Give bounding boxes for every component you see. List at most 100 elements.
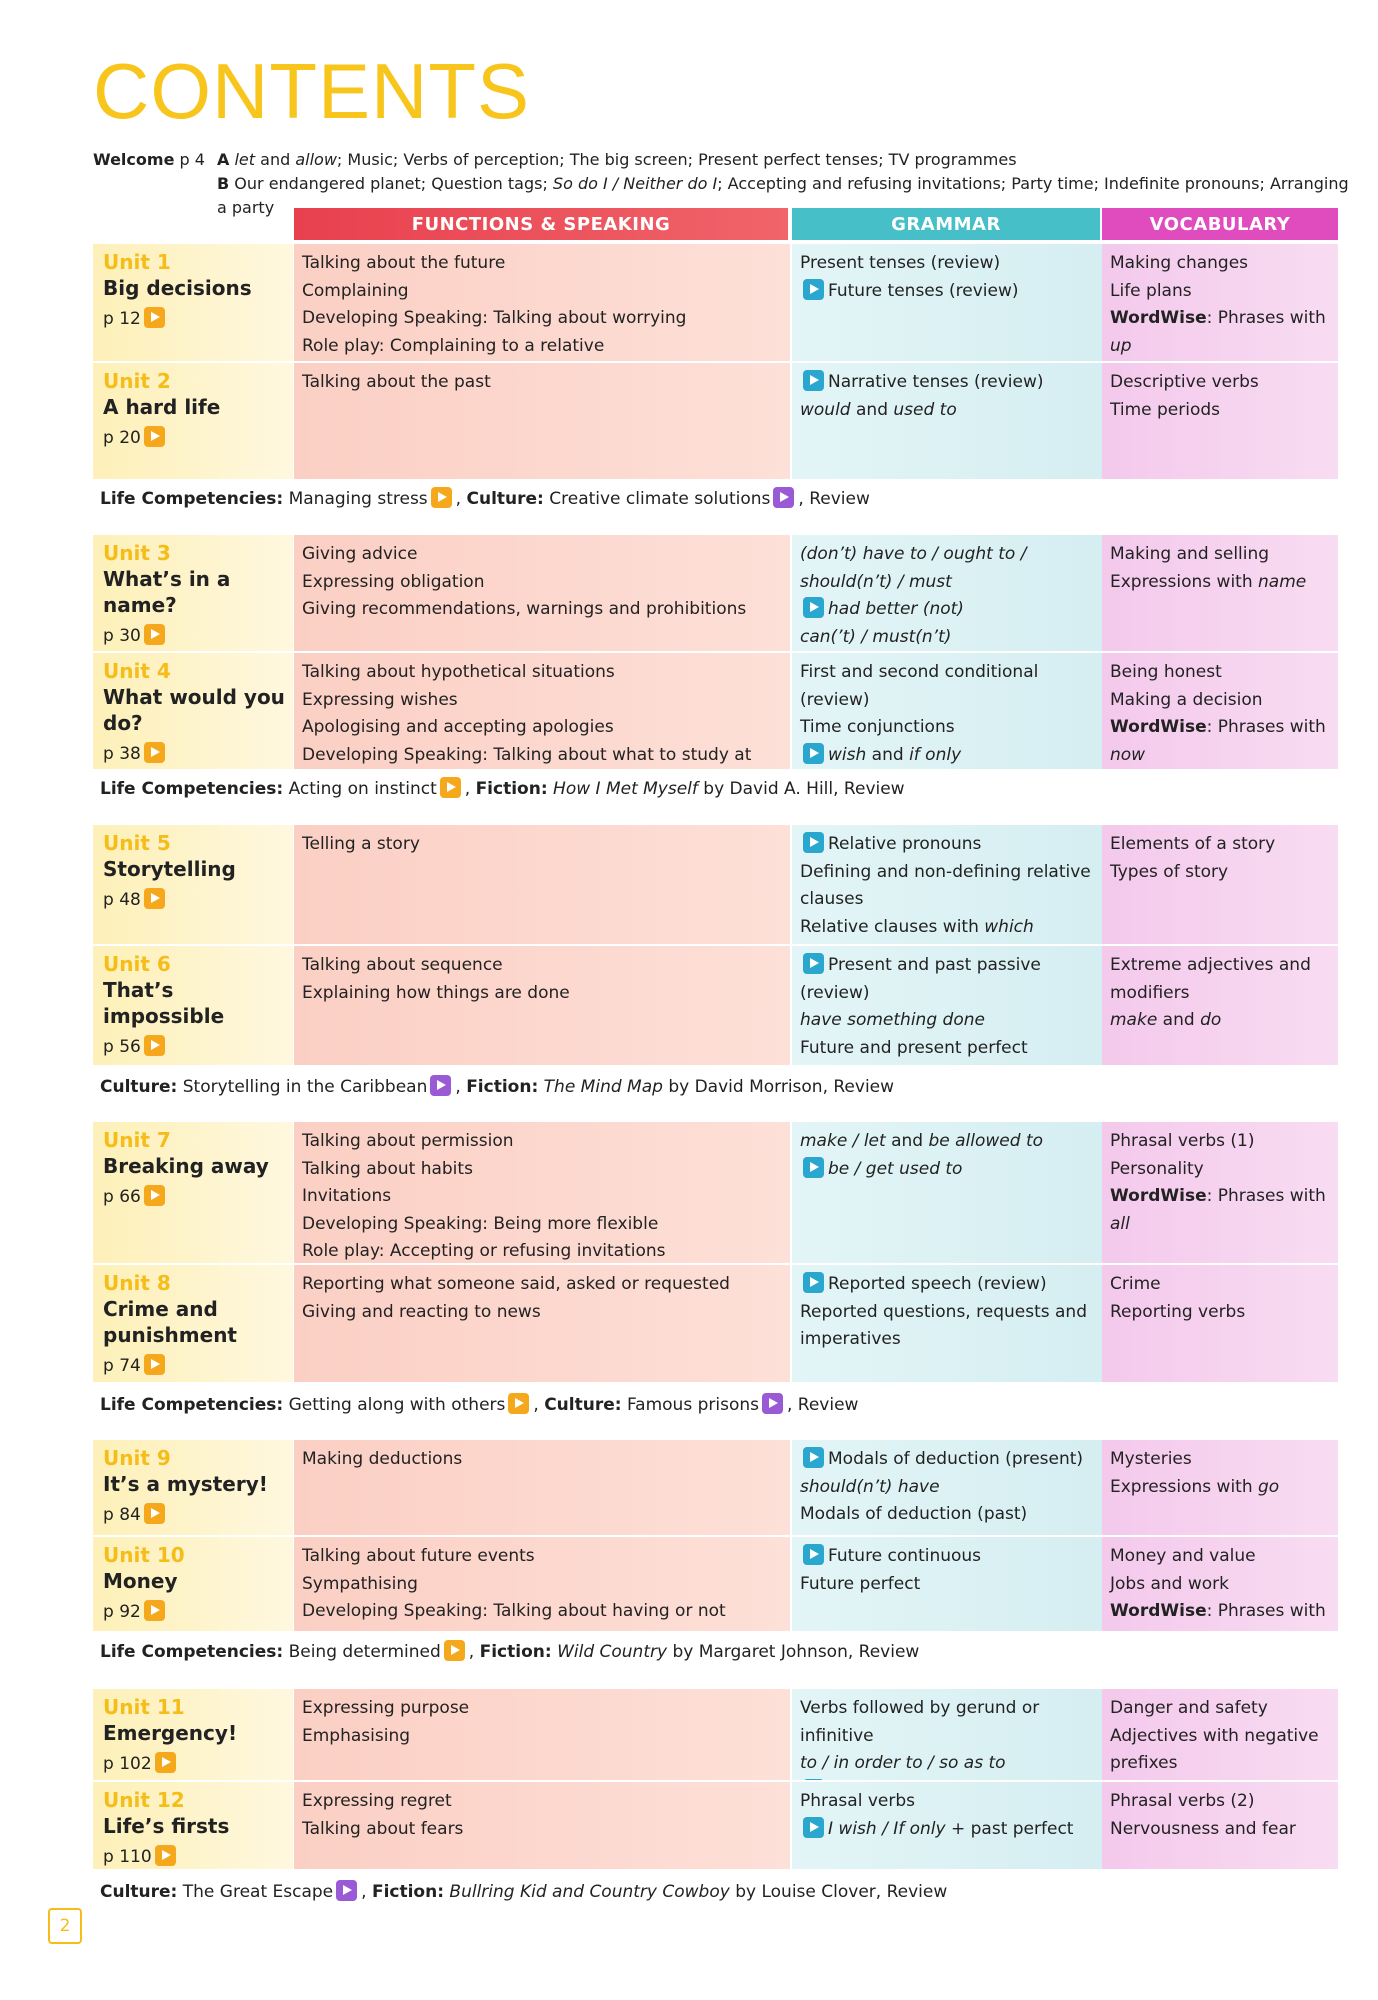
text: Time periods <box>1110 399 1221 420</box>
text: Being honest <box>1110 662 1222 682</box>
unit-label: Unit 2 <box>103 369 171 393</box>
page-ref: p 38 <box>103 744 141 764</box>
text: : Phrases with <box>1206 1601 1326 1621</box>
page-ref: p 12 <box>103 309 141 329</box>
bold-text: B <box>217 174 230 193</box>
text: , Review <box>786 1395 859 1415</box>
bold-text: Fiction: <box>479 1642 552 1662</box>
unit-label: Unit 12 <box>103 1788 185 1812</box>
bold-text: WordWise <box>1110 717 1207 737</box>
page-ref: p 102 <box>103 1754 152 1774</box>
italic-text: can(’t) / must(n’t) <box>800 626 952 647</box>
grammar-cell: Verbs followed by gerund or infinitive to… <box>792 1687 1102 1780</box>
text: Talking about fears <box>302 1818 464 1839</box>
text: and <box>866 744 910 765</box>
line: Expressions with go <box>1110 1474 1330 1502</box>
line: Defining and non-defining relative claus… <box>800 859 1094 914</box>
italic-text: all <box>1110 1213 1130 1234</box>
line: Relative pronouns <box>800 831 1094 859</box>
bold-text: Fiction: <box>371 1882 445 1902</box>
functions-cell: Talking about future events Sympathising D… <box>294 1535 790 1631</box>
page-number: 2 <box>48 1908 82 1944</box>
text: Developing Speaking: Talking about worry… <box>302 308 687 328</box>
unit-cell: Unit 3 What’s in a name? p 30 <box>93 533 293 651</box>
line: WordWise: Phrases with now <box>1110 714 1330 769</box>
text: Expressions with <box>1110 1476 1259 1497</box>
bold-text: Life Competencies: <box>100 489 284 509</box>
italic-text: now <box>1110 744 1146 765</box>
text: Elements of a story <box>1110 834 1276 854</box>
line: had better (not) <box>800 596 1094 624</box>
play-icon <box>803 1816 824 1838</box>
italic-text: How I Met Myself <box>553 779 698 799</box>
play-icon <box>803 1778 824 1780</box>
line: Adjectives with negative prefixes <box>1110 1723 1330 1778</box>
unit-label: Unit 3 <box>103 541 171 565</box>
play-icon <box>803 597 824 618</box>
text: Making and selling <box>1110 544 1270 564</box>
text: Talking about future events <box>302 1546 535 1566</box>
text: Making changes <box>1110 253 1249 273</box>
unit-page: p 38 <box>103 740 285 768</box>
bold-text: WordWise <box>1110 1601 1207 1621</box>
text: Talking about habits <box>302 1158 473 1179</box>
unit-label: Unit 7 <box>103 1128 171 1152</box>
unit-cell: Unit 4 What would you do? p 38 <box>93 651 293 769</box>
line: Narrative tenses (review) <box>800 369 1094 397</box>
bold-text: Culture: <box>544 1395 622 1415</box>
text: + past perfect <box>945 1818 1074 1839</box>
text: ; Accepting and refusing invitations; Pa… <box>217 174 1349 217</box>
unit-title: Big decisions <box>103 276 252 300</box>
line: be / get used to <box>800 1156 1094 1184</box>
italic-text: name <box>1258 571 1307 592</box>
line: Time conjunctions <box>800 714 1094 742</box>
section-footer: Culture: Storytelling in the Caribbean, … <box>100 1075 1330 1099</box>
vocabulary-cell: Being honest Making a decision WordWise: P… <box>1102 651 1338 769</box>
line: Expressing purpose <box>302 1695 782 1723</box>
text: Explaining how things are done <box>302 982 570 1003</box>
text: , <box>455 489 467 509</box>
text: Reporting what someone said, asked or re… <box>302 1274 730 1294</box>
page-ref: p 66 <box>103 1187 141 1207</box>
line: WordWise: Phrases with by <box>1110 1598 1330 1631</box>
vocabulary-cell: Descriptive verbs Time periods <box>1102 361 1338 479</box>
italic-text: wish <box>828 744 867 765</box>
line: Making changes <box>1110 250 1330 278</box>
text: Relative clauses with <box>800 916 985 937</box>
unit-title: Money <box>103 1569 178 1593</box>
text: Relative pronouns <box>828 834 982 854</box>
line: Talking about future events <box>302 1543 782 1571</box>
play-icon <box>803 742 824 764</box>
line: Developing Speaking: Talking about havin… <box>302 1598 782 1631</box>
play-icon <box>761 1393 783 1414</box>
play-icon <box>143 1600 165 1621</box>
text: by David Morrison, Review <box>662 1077 895 1097</box>
grammar-cell: Relative pronouns Defining and non-defini… <box>792 823 1102 944</box>
bold-text: Life Competencies: <box>100 779 284 799</box>
play-icon <box>143 888 165 909</box>
text: Developing Speaking: Being more flexible <box>302 1213 659 1234</box>
line: Talking about permission <box>302 1128 782 1156</box>
line: Making and selling <box>1110 541 1330 569</box>
line: Giving and reacting to news <box>302 1299 782 1327</box>
line: Future perfect <box>800 1571 1094 1599</box>
line: Life plans <box>1110 278 1330 306</box>
page-title: CONTENTS <box>93 47 530 135</box>
bold-text: Culture: <box>466 489 544 509</box>
text: Money and value <box>1110 1546 1256 1566</box>
line: Expressing regret <box>302 1788 782 1816</box>
play-icon <box>803 832 824 853</box>
text: Phrasal verbs <box>800 1791 915 1811</box>
text: Role play: Complaining to a relative <box>302 335 605 356</box>
vocabulary-cell: Making changes Life plans WordWise: Phrase… <box>1102 242 1338 361</box>
line: so and such <box>800 1778 1094 1780</box>
text: ; Music; Verbs of perception; The big sc… <box>336 150 1017 169</box>
text: Talking about hypothetical situations <box>302 662 615 682</box>
text: Making deductions <box>302 1449 463 1469</box>
text: Developing Speaking: Talking about what … <box>302 744 752 765</box>
line: Life Competencies: Acting on instinct, F… <box>100 777 1330 801</box>
line: Reported speech (review) <box>800 1271 1094 1299</box>
line: Expressing obligation <box>302 569 782 597</box>
line: Talking about habits <box>302 1156 782 1184</box>
header-functions: FUNCTIONS & SPEAKING <box>294 208 788 240</box>
